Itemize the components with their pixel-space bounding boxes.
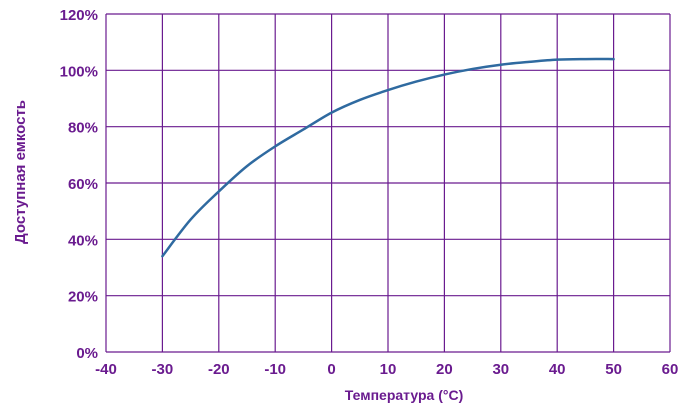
series-layer bbox=[161, 57, 615, 258]
grid-lines bbox=[105, 13, 671, 353]
y-tick-label: 80% bbox=[68, 120, 98, 137]
x-tick-label: 20 bbox=[436, 361, 453, 378]
x-tick-label: 40 bbox=[549, 361, 566, 378]
x-tick-label: -10 bbox=[264, 361, 286, 378]
y-tick-label: 60% bbox=[68, 176, 98, 193]
x-axis-title: Температура (°C) bbox=[345, 387, 463, 403]
x-tick-label: -20 bbox=[208, 361, 230, 378]
y-tick-label: 120% bbox=[60, 7, 98, 24]
x-tick-labels: -40 -30 -20 -10 0 10 20 30 40 50 60 bbox=[95, 361, 678, 378]
x-tick-label: 10 bbox=[380, 361, 397, 378]
y-tick-labels: 0% 20% 40% 60% 80% 100% 120% bbox=[60, 7, 98, 362]
x-tick-label: 60 bbox=[662, 361, 679, 378]
x-tick-label: 0 bbox=[327, 361, 335, 378]
x-tick-label: -30 bbox=[152, 361, 174, 378]
x-tick-label: -40 bbox=[95, 361, 117, 378]
y-tick-label: 100% bbox=[60, 63, 98, 80]
x-tick-label: 30 bbox=[492, 361, 509, 378]
y-tick-label: 20% bbox=[68, 289, 98, 306]
y-tick-label: 0% bbox=[76, 345, 98, 362]
y-axis-title: Доступная емкость bbox=[12, 100, 29, 244]
y-tick-label: 40% bbox=[68, 232, 98, 249]
x-tick-label: 50 bbox=[605, 361, 622, 378]
capacity-series-line bbox=[161, 57, 615, 258]
